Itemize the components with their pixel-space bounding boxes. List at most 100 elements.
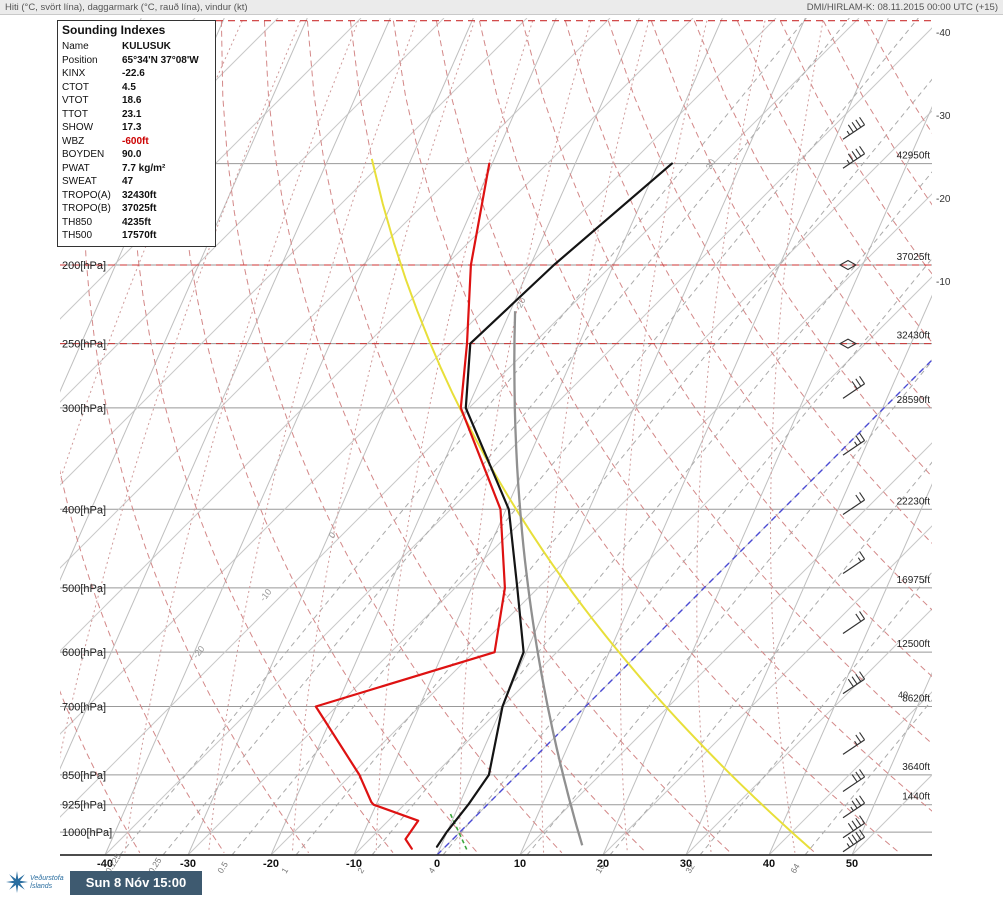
- svg-text:-20: -20: [936, 194, 951, 205]
- svg-text:-10: -10: [346, 858, 362, 870]
- indexes-rows: Name KULUSUK Position 65°34'N 37°08'W KINX -2…: [62, 40, 211, 243]
- index-row-label: SWEAT: [62, 176, 97, 187]
- index-row: TH500 17570ft: [62, 229, 211, 243]
- index-row: TTOT 23.1: [62, 108, 211, 122]
- svg-text:42950ft: 42950ft: [897, 151, 931, 162]
- index-row-value: 65°34'N 37°08'W: [122, 54, 199, 66]
- svg-text:40: 40: [763, 858, 775, 870]
- index-row-value: 17.3: [122, 122, 142, 133]
- svg-text:500[hPa]: 500[hPa]: [62, 583, 106, 595]
- index-row: WBZ -600ft: [62, 135, 211, 149]
- index-row: SHOW 17.3: [62, 121, 211, 135]
- svg-text:1: 1: [279, 866, 290, 876]
- svg-text:200[hPa]: 200[hPa]: [62, 260, 106, 272]
- svg-text:-20: -20: [263, 858, 279, 870]
- legend-label: Hiti (°C, svört lína), daggarmark (°C, r…: [5, 1, 248, 13]
- index-row-label: TTOT: [62, 108, 88, 120]
- dewpoint-profile-line: [314, 162, 506, 850]
- index-row-label: Name: [62, 41, 89, 52]
- dry-adiabat-highlight-line: [370, 158, 812, 850]
- logo-line1: Veðurstofa: [30, 875, 64, 882]
- svg-text:600[hPa]: 600[hPa]: [62, 647, 106, 659]
- index-row: TROPO(A) 32430ft: [62, 189, 211, 203]
- svg-text:28590ft: 28590ft: [897, 395, 931, 406]
- index-row-value: 18.6: [122, 95, 142, 106]
- svg-text:40: 40: [898, 690, 908, 700]
- index-row: BOYDEN 90.0: [62, 148, 211, 162]
- index-row-value: 23.1: [122, 108, 142, 120]
- footer-bar: Veðurstofa Íslands Sun 8 Nóv 15:00: [0, 869, 1003, 900]
- logo-line2: Íslands: [30, 883, 53, 890]
- svg-text:-30: -30: [936, 111, 951, 122]
- svg-text:3640ft: 3640ft: [902, 762, 930, 773]
- freezing-isotherm-line: [436, 359, 932, 855]
- svg-text:50: 50: [846, 858, 858, 870]
- svg-text:22230ft: 22230ft: [897, 496, 931, 507]
- model-run-label: DMI/HIRLAM-K: 08.11.2015 00:00 UTC (+15): [806, 1, 998, 13]
- svg-text:-10: -10: [936, 277, 951, 288]
- index-row: Position 65°34'N 37°08'W: [62, 54, 211, 68]
- index-row-value: 32430ft: [122, 189, 157, 201]
- svg-text:20: 20: [597, 858, 609, 870]
- index-row: TROPO(B) 37025ft: [62, 202, 211, 216]
- index-row: PWAT 7.7 kg/m²: [62, 162, 211, 176]
- vedurstofa-logo-icon: [6, 871, 28, 893]
- index-row-value: 37025ft: [122, 203, 157, 214]
- svg-text:32430ft: 32430ft: [897, 331, 931, 342]
- svg-text:8620ft: 8620ft: [902, 693, 930, 704]
- index-row-value: -22.6: [122, 68, 145, 79]
- top-info-bar: Hiti (°C, svört lína), daggarmark (°C, r…: [0, 0, 1003, 15]
- index-row-label: WBZ: [62, 135, 85, 147]
- svg-text:-40: -40: [936, 28, 951, 39]
- svg-text:30: 30: [704, 157, 717, 170]
- svg-text:850[hPa]: 850[hPa]: [62, 770, 106, 782]
- indexes-title: Sounding Indexes: [62, 23, 166, 37]
- index-row-value: -600ft: [122, 135, 149, 147]
- datetime-badge: Sun 8 Nóv 15:00: [70, 871, 202, 895]
- index-row-label: TROPO(A): [62, 189, 111, 201]
- svg-text:10: 10: [514, 858, 526, 870]
- index-row: SWEAT 47: [62, 175, 211, 189]
- svg-text:30: 30: [680, 858, 692, 870]
- svg-text:-30: -30: [180, 858, 196, 870]
- svg-text:-20: -20: [191, 644, 207, 660]
- svg-text:-40: -40: [97, 858, 113, 870]
- svg-text:300[hPa]: 300[hPa]: [62, 403, 106, 415]
- index-row: TH850 4235ft: [62, 216, 211, 230]
- sounding-indexes-panel: Sounding Indexes Name KULUSUK Position 65°3…: [57, 20, 216, 247]
- svg-text:37025ft: 37025ft: [897, 252, 931, 263]
- wind-barbs: [838, 116, 866, 853]
- index-row-label: SHOW: [62, 122, 94, 133]
- index-row: KINX -22.6: [62, 67, 211, 81]
- index-row-value: 47: [122, 176, 134, 187]
- index-row: VTOT 18.6: [62, 94, 211, 108]
- index-row-label: PWAT: [62, 162, 90, 174]
- svg-text:700[hPa]: 700[hPa]: [62, 701, 106, 713]
- temperature-profile-line: [435, 162, 674, 848]
- index-row-value: 4.5: [122, 81, 136, 93]
- svg-text:1000[hPa]: 1000[hPa]: [62, 827, 112, 839]
- svg-text:400[hPa]: 400[hPa]: [62, 504, 106, 516]
- svg-text:0: 0: [327, 530, 338, 540]
- index-row-label: TH850: [62, 216, 93, 228]
- index-row-label: Position: [62, 54, 98, 66]
- index-row-label: KINX: [62, 68, 86, 79]
- svg-text:2: 2: [355, 866, 366, 876]
- svg-text:-10: -10: [258, 587, 274, 603]
- index-row-label: CTOT: [62, 81, 90, 93]
- svg-text:4: 4: [426, 866, 437, 876]
- index-row-value: 7.7 kg/m²: [122, 162, 166, 174]
- index-row-label: TROPO(B): [62, 203, 111, 214]
- index-row-value: 17570ft: [122, 230, 157, 241]
- svg-text:16975ft: 16975ft: [897, 575, 931, 586]
- index-row-label: VTOT: [62, 95, 89, 106]
- svg-text:0: 0: [434, 858, 440, 870]
- axis-labels: 200[hPa] 250[hPa] 300[hPa] 400[hPa] 500[hPa]…: [62, 28, 951, 875]
- svg-text:925[hPa]: 925[hPa]: [62, 800, 106, 812]
- index-row-value: 90.0: [122, 149, 142, 160]
- standard-atmosphere-line: [513, 311, 584, 846]
- svg-text:1440ft: 1440ft: [902, 792, 930, 803]
- index-row: Name KULUSUK: [62, 40, 211, 54]
- index-row-value: KULUSUK: [122, 41, 171, 52]
- index-row-label: TH500: [62, 230, 93, 241]
